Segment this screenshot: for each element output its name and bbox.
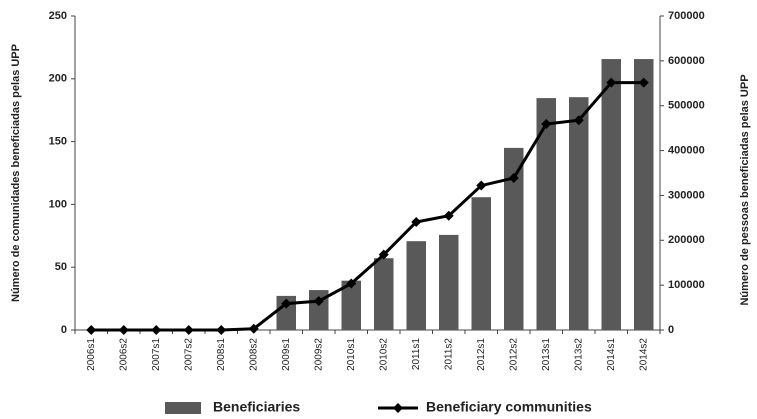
bar bbox=[471, 197, 491, 330]
x-tick-label: 2009s1 bbox=[281, 338, 292, 371]
legend-marker bbox=[393, 403, 403, 413]
x-tick-label: 2007s1 bbox=[151, 338, 162, 371]
line-marker bbox=[248, 323, 259, 334]
line-marker bbox=[378, 249, 389, 260]
line-marker bbox=[508, 173, 519, 184]
y2-tick-label: 0 bbox=[668, 324, 674, 336]
y-tick-label: 50 bbox=[55, 261, 67, 273]
y2-axis-title: Número de pessoas beneficiadas pelas UPP bbox=[739, 74, 751, 305]
x-tick-label: 2013s2 bbox=[573, 338, 584, 371]
line-marker bbox=[118, 325, 129, 335]
bar bbox=[634, 59, 654, 330]
y-axis-title: Número de comunidades beneficiadas pelas… bbox=[10, 44, 22, 302]
y2-tick-label: 600000 bbox=[668, 55, 705, 67]
x-tick-label: 2006s2 bbox=[118, 338, 129, 371]
bar bbox=[601, 59, 621, 330]
y2-tick-label: 200000 bbox=[668, 234, 705, 246]
line-marker bbox=[151, 325, 162, 335]
line-marker bbox=[573, 115, 584, 126]
x-tick-label: 2008s2 bbox=[248, 338, 259, 371]
y-tick-label: 150 bbox=[49, 136, 67, 148]
line-marker bbox=[606, 77, 617, 88]
bar bbox=[341, 280, 361, 330]
x-tick-label: 2011s2 bbox=[443, 338, 454, 371]
y2-tick-label: 400000 bbox=[668, 144, 705, 156]
line-marker bbox=[443, 210, 454, 221]
y-tick-label: 100 bbox=[49, 198, 67, 210]
line-marker bbox=[541, 119, 552, 130]
legend-label: Beneficiaries bbox=[213, 399, 300, 415]
y2-tick-label: 300000 bbox=[668, 189, 705, 201]
y2-tick-label: 500000 bbox=[668, 100, 705, 112]
bar bbox=[504, 147, 524, 330]
legend-label: Beneficiary communities bbox=[426, 399, 592, 415]
x-tick-label: 2012s2 bbox=[508, 338, 519, 371]
bar bbox=[439, 234, 459, 330]
x-tick-label: 2010s2 bbox=[378, 338, 389, 371]
x-tick-label: 2007s2 bbox=[183, 338, 194, 371]
y-tick-label: 250 bbox=[49, 10, 67, 22]
x-tick-label: 2013s1 bbox=[541, 338, 552, 371]
y2-tick-label: 100000 bbox=[668, 279, 705, 291]
legend-swatch bbox=[165, 402, 201, 414]
line-marker bbox=[411, 216, 422, 227]
bar bbox=[374, 258, 394, 330]
x-tick-label: 2009s2 bbox=[313, 338, 324, 371]
line-marker bbox=[183, 325, 194, 335]
line-marker bbox=[216, 325, 227, 335]
x-tick-label: 2011s1 bbox=[411, 338, 422, 371]
y2-tick-label: 700000 bbox=[668, 10, 705, 22]
x-tick-label: 2014s2 bbox=[638, 338, 649, 371]
y-tick-label: 0 bbox=[61, 324, 67, 336]
y-tick-label: 200 bbox=[49, 73, 67, 85]
line-marker bbox=[346, 278, 357, 289]
line-marker bbox=[281, 298, 292, 309]
x-tick-label: 2014s1 bbox=[606, 338, 617, 371]
x-tick-label: 2010s1 bbox=[346, 338, 357, 371]
bar bbox=[536, 98, 556, 331]
line-marker bbox=[313, 296, 324, 307]
line-marker bbox=[86, 325, 97, 335]
x-tick-label: 2012s1 bbox=[476, 338, 487, 371]
line bbox=[91, 81, 644, 332]
bar bbox=[406, 241, 426, 330]
line-marker bbox=[476, 180, 487, 191]
line-marker bbox=[638, 77, 649, 88]
x-tick-label: 2008s1 bbox=[216, 338, 227, 371]
x-tick-label: 2006s1 bbox=[86, 338, 97, 371]
bar bbox=[569, 97, 589, 330]
